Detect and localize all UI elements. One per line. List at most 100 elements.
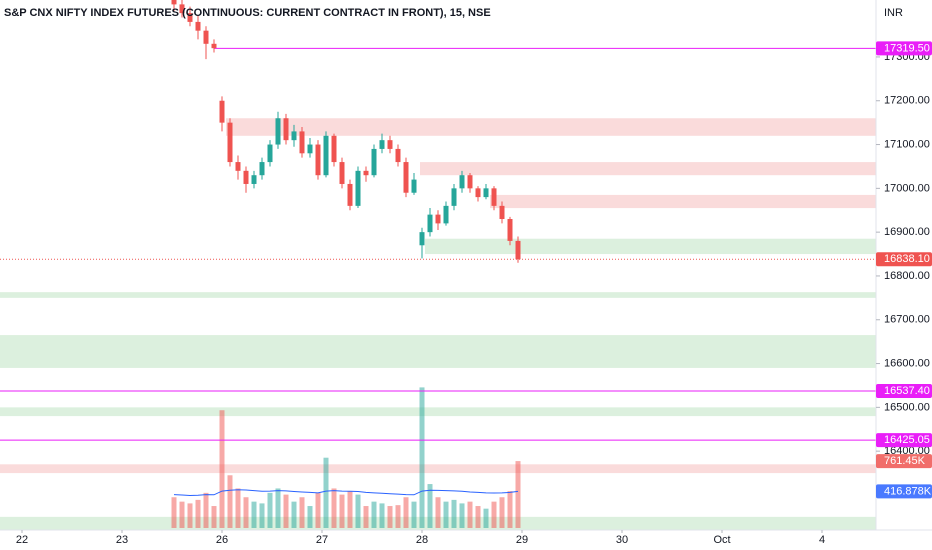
volume-bar	[363, 506, 369, 528]
candle-body	[371, 148, 377, 176]
candle-body	[275, 118, 281, 145]
candle-body	[467, 175, 473, 189]
y-tick-label: 17200.00	[884, 95, 930, 107]
volume-bar	[339, 494, 345, 528]
volume-bar	[403, 497, 409, 528]
volume-label: 761.45K	[884, 455, 926, 467]
zone	[226, 118, 876, 136]
candle-body	[195, 21, 201, 31]
volume-ma-line	[173, 489, 519, 496]
hline-axis-tag	[876, 383, 932, 398]
chart-title: S&P CNX NIFTY INDEX FUTURES (CONTINUOUS:…	[4, 7, 491, 19]
volume-bar	[251, 501, 257, 528]
currency: INR	[884, 7, 903, 19]
candle-body	[291, 131, 297, 141]
volume-bar	[187, 503, 193, 528]
volume-bar	[243, 497, 249, 528]
candle-body	[315, 144, 321, 176]
volume-bar	[395, 505, 401, 528]
volume-bar	[211, 506, 217, 528]
volume-bar	[347, 491, 353, 528]
candle-body	[259, 162, 265, 176]
zone	[0, 335, 876, 368]
candle-body	[403, 162, 409, 193]
candle-body	[419, 232, 425, 246]
volume-bar	[355, 494, 361, 528]
candle-body	[443, 205, 449, 224]
y-tick-label: 16700.00	[884, 314, 930, 326]
volume-bar	[459, 503, 465, 528]
volume-bar	[451, 499, 457, 528]
volume-bar	[491, 501, 497, 528]
x-tick-label: 29	[516, 534, 528, 546]
candle-body	[355, 170, 361, 206]
candle-body	[331, 135, 337, 163]
volume-bar	[283, 494, 289, 528]
hline-axis-label: 17319.50	[884, 42, 930, 54]
volume-bar	[171, 497, 177, 528]
volume-bar	[387, 506, 393, 528]
volume-bar	[515, 461, 521, 528]
volume-bar	[443, 501, 449, 528]
x-tick-label: 30	[616, 534, 628, 546]
volume-bar	[507, 491, 513, 528]
last-price-label: 16838.10	[884, 253, 930, 265]
axes: 17300.0017200.0017100.0017000.0016900.00…	[16, 41, 932, 546]
candle-body	[451, 188, 457, 206]
volume-bar	[331, 488, 337, 528]
candle-body	[179, 4, 185, 14]
x-tick-label: 26	[216, 534, 228, 546]
y-tick-label: 16800.00	[884, 270, 930, 282]
candle-body	[307, 144, 313, 154]
candle-body	[499, 205, 505, 220]
volume-bar	[275, 488, 281, 528]
zone	[0, 407, 876, 417]
candle-body	[379, 140, 385, 149]
volume-bar	[371, 501, 377, 528]
zone	[420, 162, 876, 176]
candle-body	[387, 140, 393, 149]
candle-body	[515, 240, 521, 260]
volume-bar	[259, 503, 265, 528]
volume-bar	[299, 497, 305, 528]
volume-tag	[876, 454, 932, 469]
candle-body	[283, 118, 289, 141]
candle-body	[395, 148, 401, 163]
y-tick-label: 16500.00	[884, 401, 930, 413]
candle-body	[427, 214, 433, 233]
candle-body	[267, 144, 273, 163]
candle-body	[459, 175, 465, 189]
x-tick-label: 4	[819, 534, 825, 546]
y-tick-label: 16600.00	[884, 357, 930, 369]
volume-bar	[483, 508, 489, 528]
candle-body	[483, 188, 489, 198]
volume-bar	[419, 387, 425, 528]
volume-bar	[195, 499, 201, 528]
volume-bar	[219, 410, 225, 528]
volume-bar	[323, 457, 329, 528]
volume-bar	[179, 501, 185, 528]
volume-bar	[267, 492, 273, 528]
candle-body	[363, 170, 369, 176]
volume-bar	[307, 506, 313, 528]
candle-body	[187, 13, 193, 22]
candle-body	[203, 30, 209, 44]
candle-body	[219, 100, 225, 123]
x-tick-label: 27	[316, 534, 328, 546]
candle-body	[211, 43, 217, 49]
volume-bar	[467, 501, 473, 528]
volume-bar	[427, 484, 433, 528]
volume-bar	[435, 497, 441, 528]
candle-body	[299, 131, 305, 154]
candle-body	[323, 135, 329, 176]
x-tick-label: 28	[416, 534, 428, 546]
volume-bar	[379, 503, 385, 528]
plot	[0, 0, 876, 528]
zone	[0, 464, 876, 474]
volume-bar	[227, 475, 233, 528]
volume-bar	[475, 506, 481, 528]
x-tick-label: 23	[116, 534, 128, 546]
